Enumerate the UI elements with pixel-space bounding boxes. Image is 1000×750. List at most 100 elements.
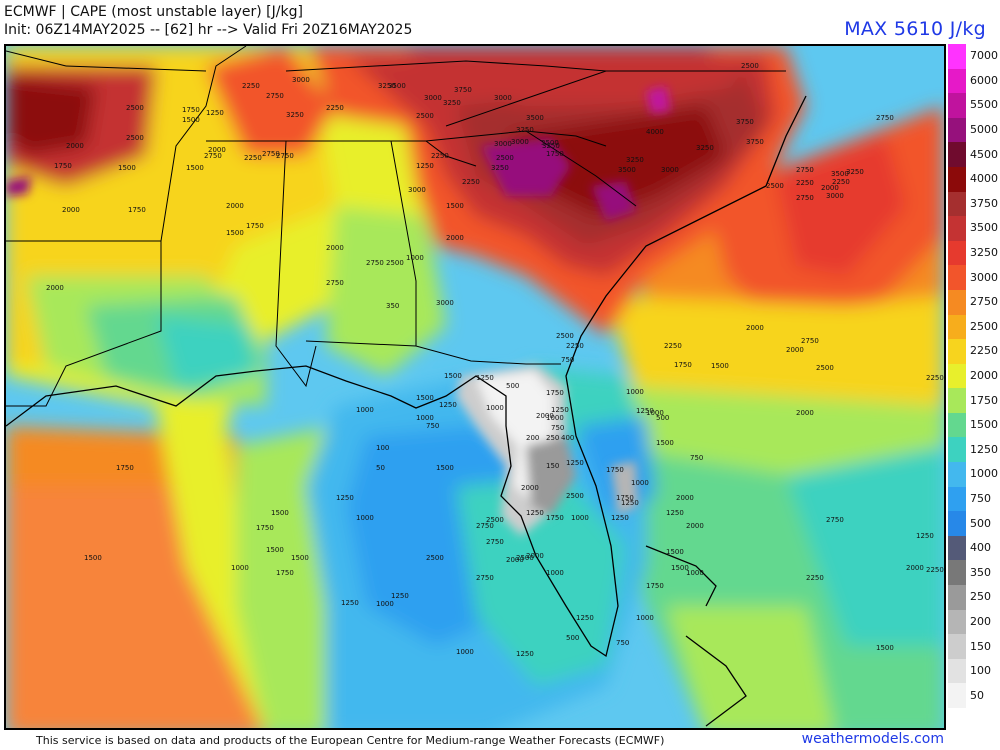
contour-value-label: 3000 <box>661 166 679 174</box>
contour-value-label: 2750 <box>204 152 222 160</box>
colorbar-cell <box>948 437 966 463</box>
coastline <box>6 95 807 727</box>
colorbar-label: 6000 <box>970 73 998 87</box>
contour-value-label: 1250 <box>206 109 224 117</box>
contour-value-label: 1000 <box>486 404 504 412</box>
contour-value-label: 3250 <box>846 168 864 176</box>
contour-value-label: 750 <box>616 639 629 647</box>
contour-value-label: 1250 <box>611 514 629 522</box>
chart-title: ECMWF | CAPE (most unstable layer) [J/kg… <box>4 4 303 20</box>
contour-value-label: 2000 <box>506 556 524 564</box>
colorbar-label: 3500 <box>970 221 998 235</box>
contour-value-label: 2750 <box>801 337 819 345</box>
contour-value-label: 1000 <box>636 614 654 622</box>
contour-value-label: 2000 <box>536 412 554 420</box>
colorbar-cell <box>948 560 966 586</box>
high-cape-cores <box>6 86 671 221</box>
contour-value-label: 2500 <box>126 134 144 142</box>
contour-value-label: 2250 <box>326 104 344 112</box>
contour-value-label: 3500 <box>526 114 544 122</box>
colorbar-label: 400 <box>970 541 991 555</box>
contour-value-label: 1750 <box>606 466 624 474</box>
contour-value-label: 2000 <box>676 494 694 502</box>
contour-value-label: 2250 <box>796 179 814 187</box>
contour-value-label: 2000 <box>326 244 344 252</box>
contour-value-label: 3500 <box>618 166 636 174</box>
contour-value-label: 2500 <box>566 492 584 500</box>
contour-value-label: 1000 <box>546 414 564 422</box>
contour-value-label: 1500 <box>291 554 309 562</box>
contour-value-label: 500 <box>656 414 669 422</box>
contour-value-label: 1500 <box>416 394 434 402</box>
colorbar-label: 7000 <box>970 49 998 63</box>
contour-value-label: 1500 <box>666 548 684 556</box>
colorbar-label: 1500 <box>970 418 998 432</box>
contour-value-label: 2500 <box>426 554 444 562</box>
colorbar-cell <box>948 265 966 291</box>
contour-value-label: 2750 <box>486 538 504 546</box>
contour-value-label: 2750 <box>476 574 494 582</box>
contour-value-label: 2750 <box>796 166 814 174</box>
contour-value-label: 3750 <box>736 118 754 126</box>
contour-value-label: 2750 <box>876 114 894 122</box>
colorbar-cell <box>948 634 966 660</box>
colorbar-label: 3250 <box>970 246 998 260</box>
contour-value-label: 2000 <box>796 409 814 417</box>
contour-value-label: 2000 <box>526 552 544 560</box>
contour-value-label: 2250 <box>832 178 850 186</box>
contour-value-label: 1250 <box>476 374 494 382</box>
colorbar-label: 1250 <box>970 442 998 456</box>
contour-value-label: 2000 <box>906 564 924 572</box>
colorbar-label: 3000 <box>970 270 998 284</box>
contour-value-label: 1250 <box>336 494 354 502</box>
brand-link[interactable]: weathermodels.com <box>801 731 944 747</box>
colorbar-label: 200 <box>970 614 991 628</box>
contour-value-label: 1500 <box>436 464 454 472</box>
colorbar-label: 2500 <box>970 319 998 333</box>
contour-value-label: 1000 <box>456 648 474 656</box>
contour-value-label: 1250 <box>576 614 594 622</box>
colorbar-cell <box>948 44 966 70</box>
contour-value-label: 3000 <box>424 94 442 102</box>
colorbar-cell <box>948 388 966 414</box>
contour-value-label: 1000 <box>356 406 374 414</box>
contour-value-label: 4000 <box>646 128 664 136</box>
contour-value-label: 3250 <box>626 156 644 164</box>
contour-value-label: 1500 <box>671 564 689 572</box>
contour-value-label: 2000 <box>746 324 764 332</box>
contour-value-label: 2750 <box>826 516 844 524</box>
colorbar-cell <box>948 486 966 512</box>
contour-value-label: 1250 <box>566 459 584 467</box>
cape-map[interactable]: 2500 2250 3000 3250 3750 3500 3250 3000 2500 2750… <box>4 44 946 730</box>
contour-value-label: 1750 <box>276 569 294 577</box>
contour-value-label: 1500 <box>266 546 284 554</box>
footer-credit: This service is based on data and produc… <box>36 734 665 747</box>
contour-value-label: 3500 <box>388 82 406 90</box>
colorbar-label: 250 <box>970 590 991 604</box>
contour-value-label: 2750 <box>796 194 814 202</box>
contour-value-label: 2500 <box>486 516 504 524</box>
contour-value-label: 1500 <box>444 372 462 380</box>
colorbar-label: 4000 <box>970 172 998 186</box>
colorbar-cell <box>948 93 966 119</box>
contour-value-label: 100 <box>376 444 389 452</box>
contour-value-label: 2250 <box>431 152 449 160</box>
colorbar-label: 5000 <box>970 123 998 137</box>
contour-value-label: 3000 <box>494 140 512 148</box>
contour-value-label: 1750 <box>246 222 264 230</box>
contour-value-label: 2000 <box>66 142 84 150</box>
contour-value-label: 3250 <box>696 144 714 152</box>
contour-value-label: 2750 <box>266 92 284 100</box>
contour-value-label: 1000 <box>631 479 649 487</box>
contour-value-label: 1250 <box>916 532 934 540</box>
colorbar-cell <box>948 585 966 611</box>
contour-value-label: 2500 <box>496 154 514 162</box>
contour-value-label: 1000 <box>646 409 664 417</box>
colorbar-cell <box>948 117 966 143</box>
contour-value-label: 2750 <box>276 152 294 160</box>
contour-value-label: 1250 <box>341 599 359 607</box>
contour-value-label: 2250 <box>664 342 682 350</box>
contour-value-label: 1250 <box>516 650 534 658</box>
colorbar-cell <box>948 339 966 365</box>
colorbar-label: 1000 <box>970 467 998 481</box>
